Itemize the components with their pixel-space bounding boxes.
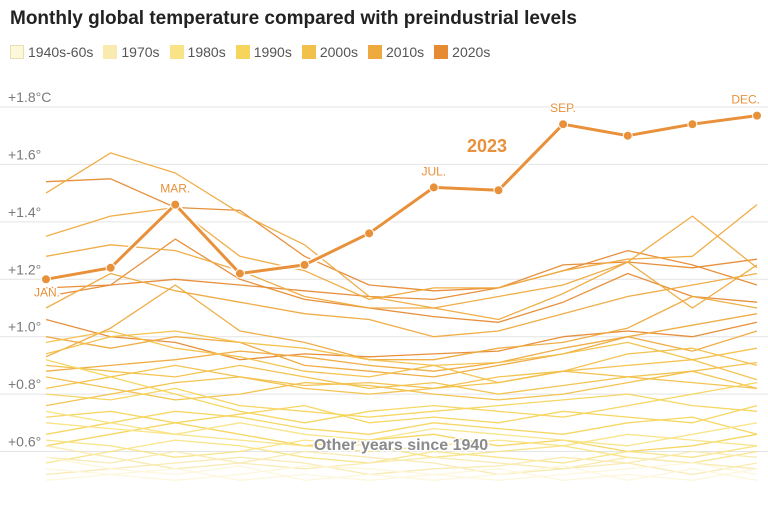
legend-swatch (368, 45, 383, 59)
highlight-series-name: 2023 (467, 136, 507, 156)
y-tick-label: +0.6° (8, 434, 41, 450)
series-line (45, 445, 758, 476)
y-tick-label: +1.8°C (8, 89, 51, 105)
legend-label: 1970s (121, 44, 160, 60)
month-point-label: DEC. (731, 93, 760, 107)
series-line (45, 330, 758, 378)
legend-item: 2020s (434, 44, 490, 60)
series-line (45, 313, 758, 378)
legend-item: 1980s (169, 44, 226, 60)
series-line (45, 215, 758, 309)
legend-label: 1980s (187, 44, 226, 60)
legend-label: 2000s (319, 44, 359, 60)
series-line (45, 439, 758, 464)
legend-swatch (103, 45, 118, 59)
legend-swatch (169, 45, 184, 59)
highlight-point (234, 268, 245, 279)
series-line (45, 178, 758, 292)
month-point-label: MAR. (160, 182, 190, 196)
series-line (45, 422, 758, 453)
highlight-point (170, 199, 181, 210)
month-point-label: SEP. (550, 101, 576, 115)
series-line (45, 410, 758, 435)
series-line (45, 330, 758, 372)
highlight-point (428, 182, 439, 193)
series-line (45, 361, 758, 395)
highlight-line (45, 114, 758, 281)
series-line (45, 370, 758, 407)
series-line (45, 422, 758, 453)
series-line (45, 238, 758, 323)
month-point-label: JUL. (421, 164, 446, 178)
background-series-label: Other years since 1940 (314, 437, 488, 454)
y-tick-label: +1.0° (8, 319, 41, 335)
legend-label: 2010s (386, 44, 425, 60)
series-line (45, 462, 758, 481)
chart-title: Monthly global temperature compared with… (10, 8, 577, 29)
highlight-point (493, 185, 504, 196)
legend-swatch (434, 45, 449, 59)
series-line (45, 359, 758, 424)
y-tick-label: +1.4° (8, 204, 41, 220)
legend: 1940s-60s 1970s 1980s 1990s 2000s 2010s 2020s (10, 44, 490, 60)
legend-label: 1990s (253, 44, 292, 60)
legend-label: 1940s-60s (28, 44, 94, 60)
series-line (45, 330, 758, 384)
series-line (45, 284, 758, 361)
legend-swatch (301, 45, 316, 59)
legend-item: 1940s-60s (10, 44, 93, 60)
series-line (45, 370, 758, 401)
month-point-label: JAN. (34, 285, 60, 299)
legend-swatch (10, 45, 24, 59)
highlight-point (105, 262, 116, 273)
series-line (45, 249, 758, 301)
series-line (45, 272, 758, 338)
legend-item: 1990s (235, 44, 292, 60)
legend-label: 2020s (452, 44, 491, 60)
highlight-point (364, 228, 375, 239)
highlight-point (41, 274, 51, 285)
highlight-point (299, 259, 310, 270)
legend-swatch (235, 45, 250, 59)
legend-item: 1970s (103, 44, 160, 60)
series-line (45, 404, 758, 424)
legend-item: 2010s (368, 44, 424, 60)
series-line (45, 152, 758, 321)
y-tick-label: +1.6° (8, 146, 41, 162)
y-tick-label: +0.8° (8, 376, 41, 392)
highlight-point (687, 119, 698, 130)
highlight-point (558, 119, 569, 130)
highlight-point (752, 110, 762, 121)
series-line (45, 456, 758, 481)
highlight-point (622, 130, 633, 141)
legend-item: 2000s (301, 44, 359, 60)
series-line (45, 204, 758, 301)
y-tick-label: +1.2° (8, 261, 41, 277)
series-line (45, 387, 758, 418)
series-line (45, 318, 758, 361)
series-line (45, 410, 758, 447)
